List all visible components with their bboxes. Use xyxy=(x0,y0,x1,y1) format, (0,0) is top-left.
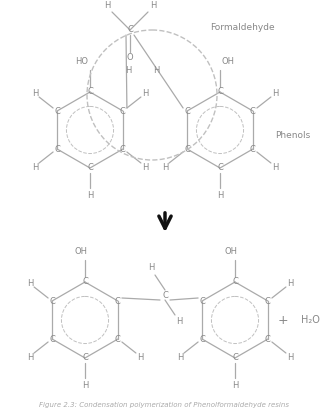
Text: C: C xyxy=(217,87,223,97)
Text: C: C xyxy=(162,290,168,300)
Text: C: C xyxy=(115,334,121,344)
Text: C: C xyxy=(49,334,55,344)
Text: C: C xyxy=(199,334,205,344)
Text: Formaldehyde: Formaldehyde xyxy=(210,23,275,32)
Text: H: H xyxy=(27,352,33,362)
Text: C: C xyxy=(115,297,121,305)
Text: H: H xyxy=(137,352,143,362)
Text: H: H xyxy=(232,381,238,389)
Text: C: C xyxy=(232,277,238,287)
Text: O: O xyxy=(127,54,133,62)
Text: H: H xyxy=(272,163,278,171)
Text: H: H xyxy=(82,381,88,389)
Text: H: H xyxy=(142,163,148,171)
Text: C: C xyxy=(199,297,205,305)
Text: C: C xyxy=(184,144,190,154)
Text: H: H xyxy=(162,163,168,171)
Text: H₂O: H₂O xyxy=(301,315,319,325)
Text: C: C xyxy=(250,106,256,116)
Text: H: H xyxy=(32,163,38,171)
Text: H: H xyxy=(153,66,160,75)
Text: HO: HO xyxy=(75,57,89,67)
Text: C: C xyxy=(250,144,256,154)
Text: H: H xyxy=(104,2,110,10)
Text: C: C xyxy=(120,106,126,116)
Text: H: H xyxy=(177,352,183,362)
Text: H: H xyxy=(176,317,182,327)
Text: H: H xyxy=(287,278,293,287)
Text: C: C xyxy=(82,354,88,362)
Text: C: C xyxy=(54,106,60,116)
Text: Figure 2.3: Condensation polymerization of Phenolformaldehyde resins: Figure 2.3: Condensation polymerization … xyxy=(39,402,289,408)
Text: C: C xyxy=(265,297,271,305)
Text: H: H xyxy=(148,263,154,272)
Text: C: C xyxy=(87,87,93,97)
Text: OH: OH xyxy=(74,248,88,257)
Text: H: H xyxy=(217,191,223,200)
Text: H: H xyxy=(150,2,156,10)
Text: H: H xyxy=(272,89,278,97)
Text: C: C xyxy=(49,297,55,305)
Text: H: H xyxy=(287,352,293,362)
Text: OH: OH xyxy=(224,248,238,257)
Text: H: H xyxy=(32,89,38,97)
Text: OH: OH xyxy=(221,57,235,67)
Text: H: H xyxy=(27,278,33,287)
Text: C: C xyxy=(120,144,126,154)
Text: C: C xyxy=(127,25,133,35)
Text: Phenols: Phenols xyxy=(275,131,310,139)
Text: C: C xyxy=(265,334,271,344)
Text: +: + xyxy=(278,314,288,327)
Text: C: C xyxy=(232,354,238,362)
Text: C: C xyxy=(184,106,190,116)
Text: H: H xyxy=(87,191,93,200)
Text: H: H xyxy=(142,89,148,97)
Text: C: C xyxy=(87,163,93,173)
Text: C: C xyxy=(54,144,60,154)
Text: C: C xyxy=(82,277,88,287)
Text: H: H xyxy=(125,66,132,75)
Text: C: C xyxy=(217,163,223,173)
